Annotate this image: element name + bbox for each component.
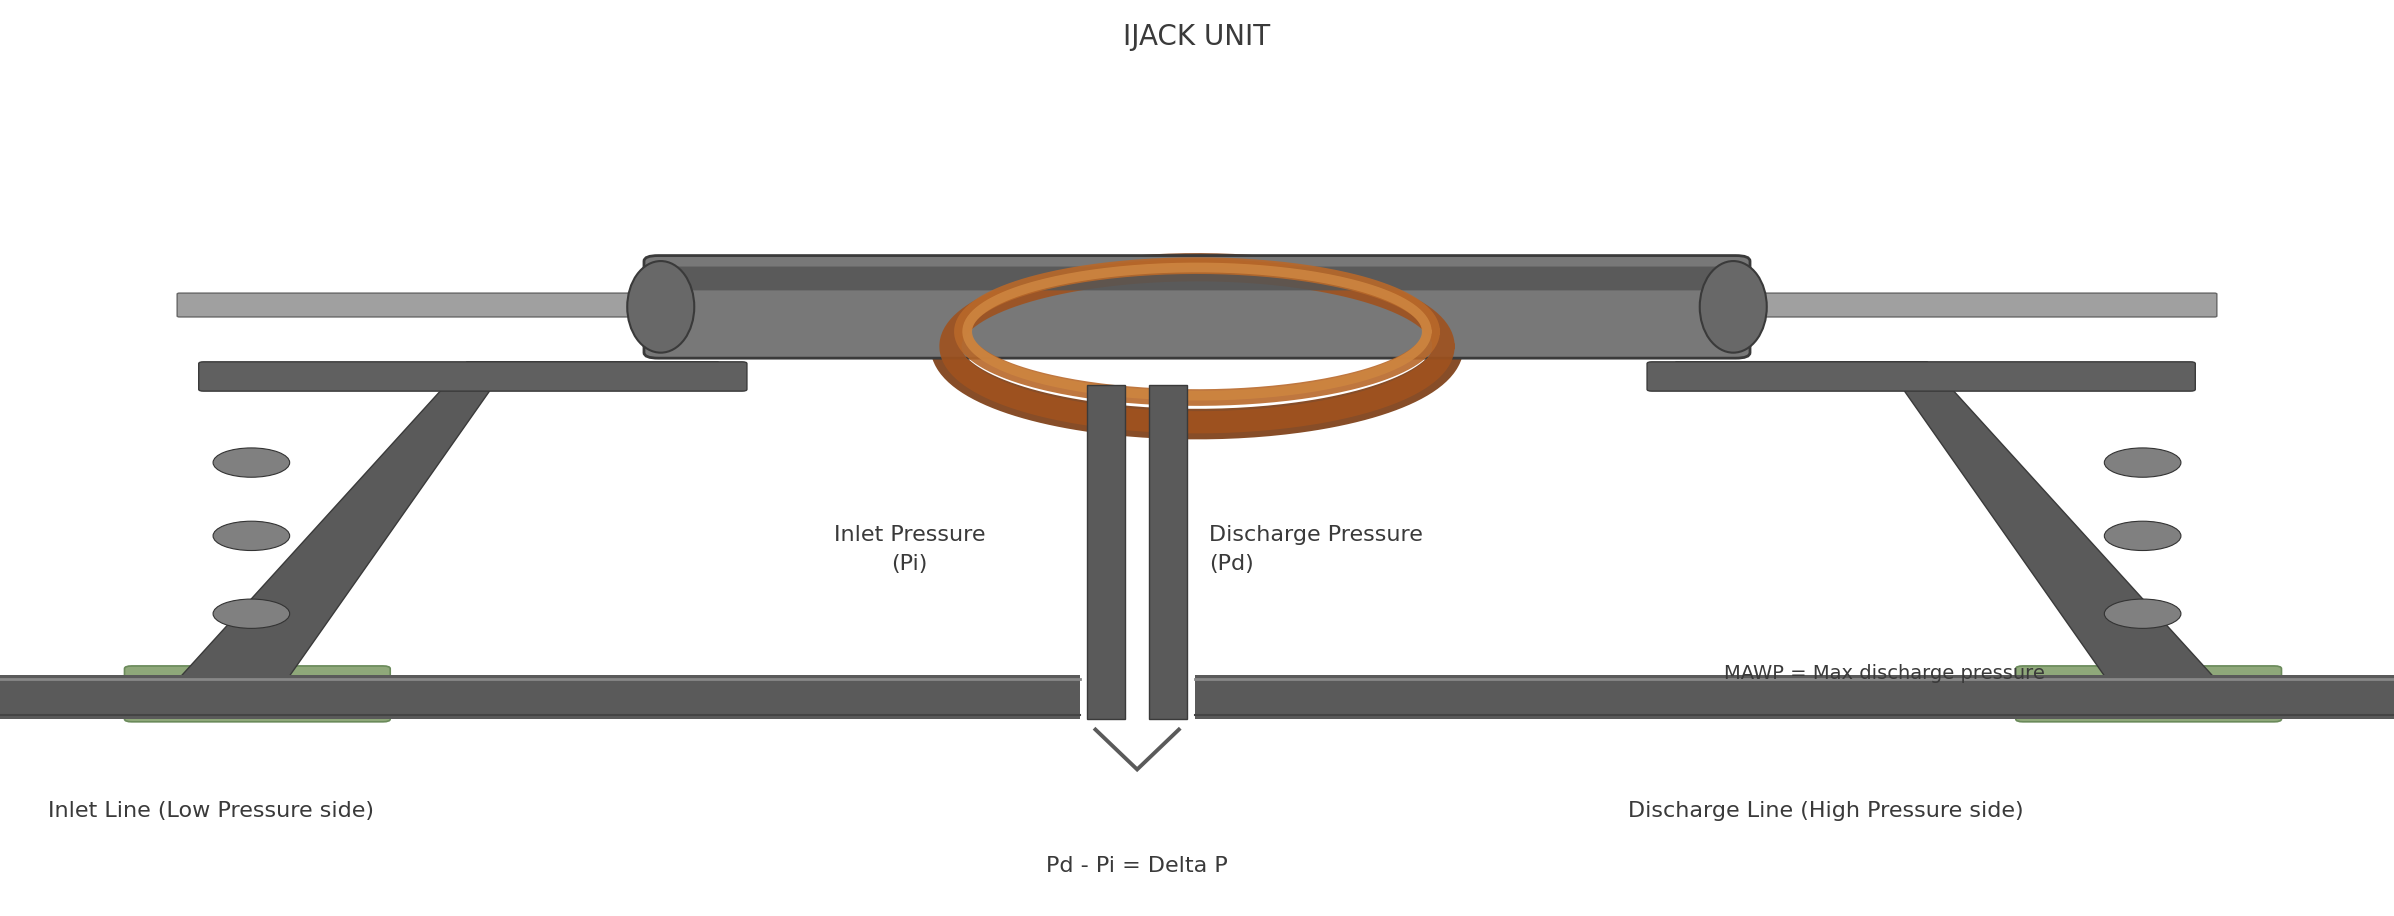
Text: IJACK UNIT: IJACK UNIT: [1123, 23, 1271, 51]
Text: Discharge Line (High Pressure side): Discharge Line (High Pressure side): [1628, 801, 2023, 821]
Ellipse shape: [627, 261, 694, 353]
Polygon shape: [180, 362, 718, 696]
Circle shape: [213, 521, 290, 551]
Circle shape: [2104, 521, 2181, 551]
FancyBboxPatch shape: [199, 362, 747, 391]
Text: Inlet Pressure
(Pi): Inlet Pressure (Pi): [833, 525, 986, 574]
Bar: [0, 675, 1080, 719]
FancyBboxPatch shape: [670, 267, 1724, 290]
Ellipse shape: [1700, 261, 1767, 353]
FancyBboxPatch shape: [2016, 666, 2281, 722]
Circle shape: [213, 448, 290, 477]
Text: Discharge Pressure
(Pd): Discharge Pressure (Pd): [1209, 525, 1422, 574]
FancyBboxPatch shape: [124, 666, 390, 722]
FancyBboxPatch shape: [644, 256, 1750, 358]
Circle shape: [213, 599, 290, 628]
Text: MAWP = Max discharge pressure: MAWP = Max discharge pressure: [1724, 664, 2044, 682]
Bar: [1149, 385, 1187, 719]
Circle shape: [2104, 448, 2181, 477]
FancyBboxPatch shape: [1733, 293, 2217, 317]
Text: Inlet Line (Low Pressure side): Inlet Line (Low Pressure side): [48, 801, 373, 821]
Text: Pd - Pi = Delta P: Pd - Pi = Delta P: [1046, 856, 1228, 876]
FancyBboxPatch shape: [1647, 362, 2195, 391]
Polygon shape: [1676, 362, 2214, 696]
FancyBboxPatch shape: [177, 293, 661, 317]
Bar: [1087, 385, 1125, 719]
Circle shape: [2104, 599, 2181, 628]
Bar: [1195, 675, 2394, 719]
